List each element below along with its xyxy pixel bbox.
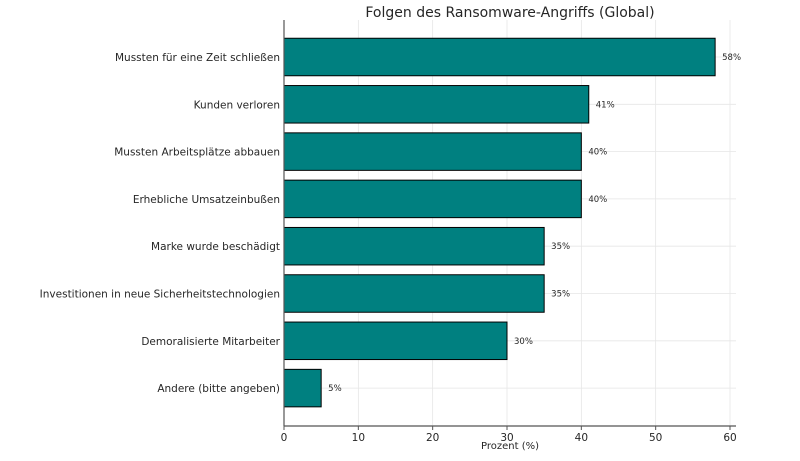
bar [283, 37, 716, 77]
data-label: 35% [551, 242, 570, 252]
bar [283, 321, 508, 361]
bar [283, 274, 545, 313]
data-label: 30% [514, 337, 533, 347]
data-label: 41% [596, 100, 615, 110]
data-label: 58% [722, 53, 741, 63]
y-tick-label: Investitionen in neue Sicherheitstechnol… [40, 289, 280, 301]
x-tick-label: 10 [352, 432, 365, 444]
x-tick-label: 40 [575, 432, 588, 444]
chart-title: Folgen des Ransomware-Angriffs (Global) [365, 5, 654, 21]
x-tick-label: 30 [500, 432, 513, 444]
grid [283, 20, 736, 426]
bar [283, 226, 545, 266]
axes: 0 10 20 30 40 50 60 Mussten für eine Zeit schli… [40, 20, 741, 444]
data-label: 5% [328, 384, 342, 394]
x-tick-label: 60 [723, 432, 736, 444]
y-tick-label: Andere (bitte angeben) [157, 383, 280, 395]
data-label: 40% [588, 195, 607, 205]
bar [283, 85, 590, 124]
bar [283, 368, 322, 408]
y-tick-label: Marke wurde beschädigt [151, 241, 280, 253]
y-tick-label: Mussten für eine Zeit schließen [115, 52, 280, 64]
y-tick-label: Kunden verloren [194, 99, 280, 111]
bar [283, 132, 582, 171]
y-tick-label: Demoralisierte Mitarbeiter [141, 336, 280, 348]
x-tick-label: 0 [281, 432, 288, 444]
bars [283, 37, 716, 408]
bar [283, 179, 582, 219]
x-axis-label: Prozent (%) [481, 441, 539, 452]
y-tick-label: Mussten Arbeitsplätze abbauen [114, 147, 280, 159]
x-tick-label: 20 [426, 432, 439, 444]
x-tick-label: 50 [649, 432, 662, 444]
data-label: 35% [551, 290, 570, 300]
y-tick-label: Erhebliche Umsatzeinbußen [133, 194, 280, 206]
data-label: 40% [588, 148, 607, 158]
